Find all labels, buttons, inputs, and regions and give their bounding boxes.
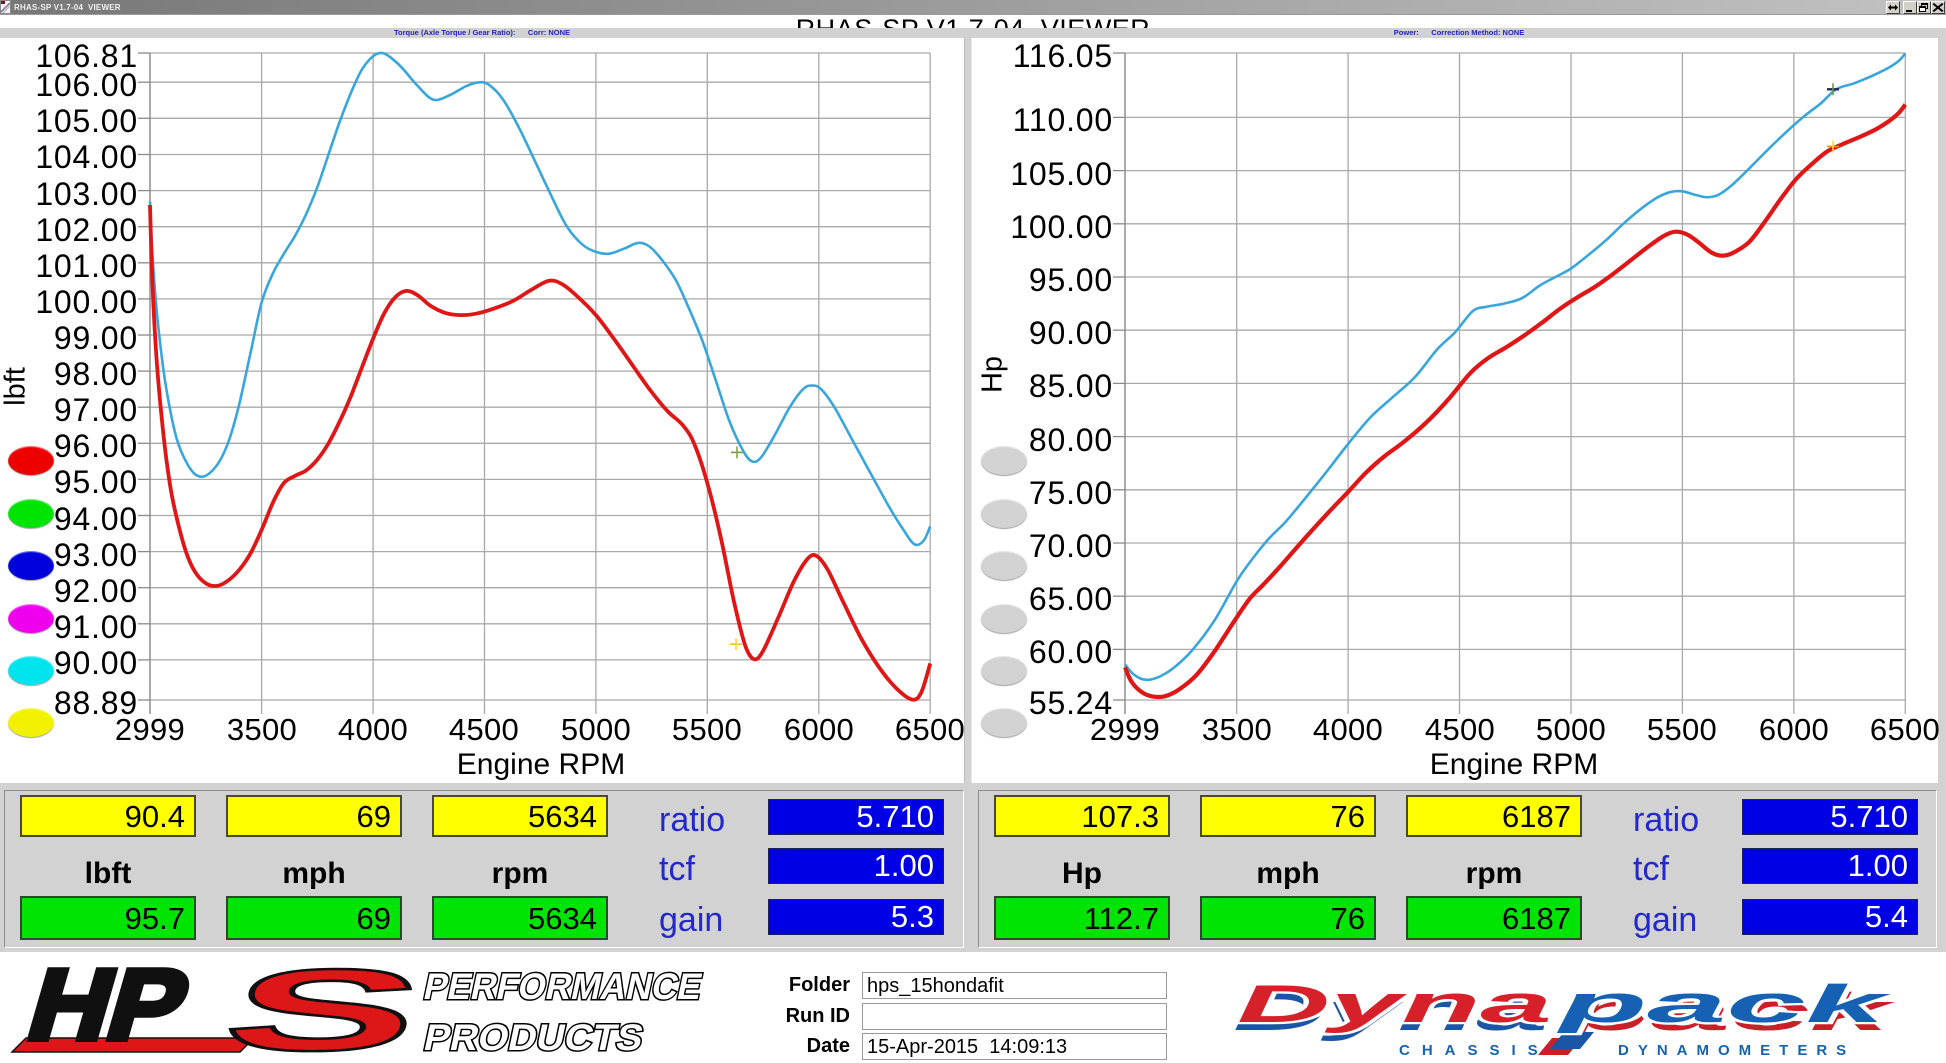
svg-text:HP: HP	[17, 952, 201, 1061]
svg-text:Dyna: Dyna	[1237, 975, 1552, 1034]
svg-text:Dyna: Dyna	[1233, 983, 1548, 1042]
svg-text:DYNAMOMETERS: DYNAMOMETERS	[1618, 1042, 1855, 1059]
svg-text:S: S	[211, 952, 438, 1063]
svg-text:pack: pack	[1559, 983, 1896, 1042]
svg-text:CHASSIS: CHASSIS	[1399, 1042, 1550, 1059]
svg-text:pack: pack	[1555, 975, 1892, 1034]
svg-text:PRODUCTS: PRODUCTS	[420, 1016, 647, 1058]
svg-text:PERFORMANCE: PERFORMANCE	[420, 965, 706, 1007]
